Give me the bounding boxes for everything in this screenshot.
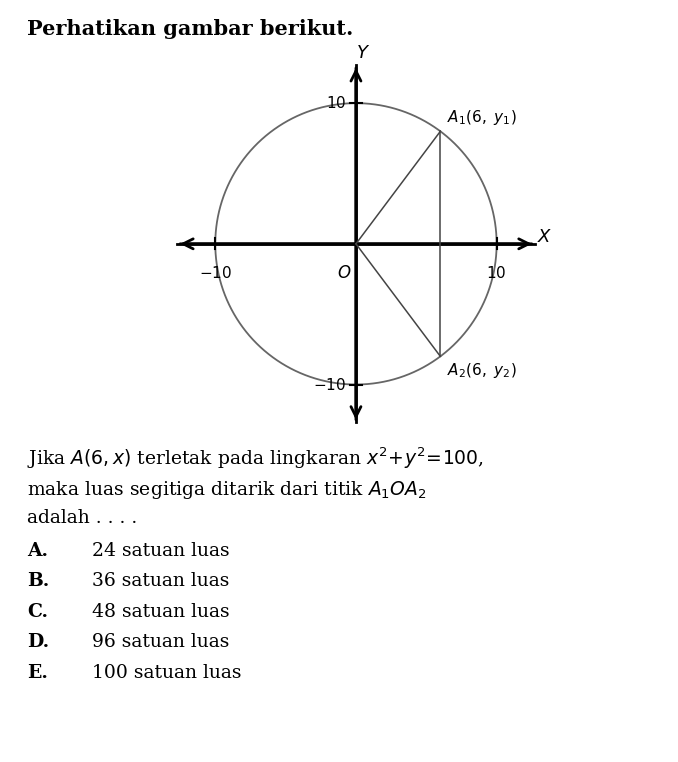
- Text: Jika $A(6, x)$ terletak pada lingkaran $x^2\!+\!y^2\!=\!100$,: Jika $A(6, x)$ terletak pada lingkaran $…: [27, 446, 484, 471]
- Text: B.: B.: [27, 572, 49, 591]
- Text: Perhatikan gambar berikut.: Perhatikan gambar berikut.: [27, 19, 353, 39]
- Text: $-10$: $-10$: [199, 265, 232, 281]
- Text: $O$: $O$: [338, 265, 352, 282]
- Text: $Y$: $Y$: [356, 44, 370, 62]
- Text: E.: E.: [27, 664, 48, 682]
- Text: 48 satuan luas: 48 satuan luas: [92, 603, 229, 621]
- Text: 36 satuan luas: 36 satuan luas: [92, 572, 229, 591]
- Text: $A_1(6,\ y_1)$: $A_1(6,\ y_1)$: [447, 108, 517, 127]
- Text: 100 satuan luas: 100 satuan luas: [92, 664, 241, 682]
- Text: $10$: $10$: [486, 265, 506, 281]
- Text: maka luas segitiga ditarik dari titik $A_1OA_2$: maka luas segitiga ditarik dari titik $A…: [27, 479, 426, 501]
- Text: adalah . . . .: adalah . . . .: [27, 509, 138, 527]
- Text: $X$: $X$: [538, 228, 553, 246]
- Text: A.: A.: [27, 542, 48, 560]
- Text: $A_2(6,\ y_2)$: $A_2(6,\ y_2)$: [447, 360, 517, 379]
- Text: C.: C.: [27, 603, 48, 621]
- Text: $10$: $10$: [325, 95, 346, 111]
- Text: D.: D.: [27, 633, 49, 652]
- Text: 96 satuan luas: 96 satuan luas: [92, 633, 229, 652]
- Text: $-10$: $-10$: [313, 376, 346, 392]
- Text: 24 satuan luas: 24 satuan luas: [92, 542, 229, 560]
